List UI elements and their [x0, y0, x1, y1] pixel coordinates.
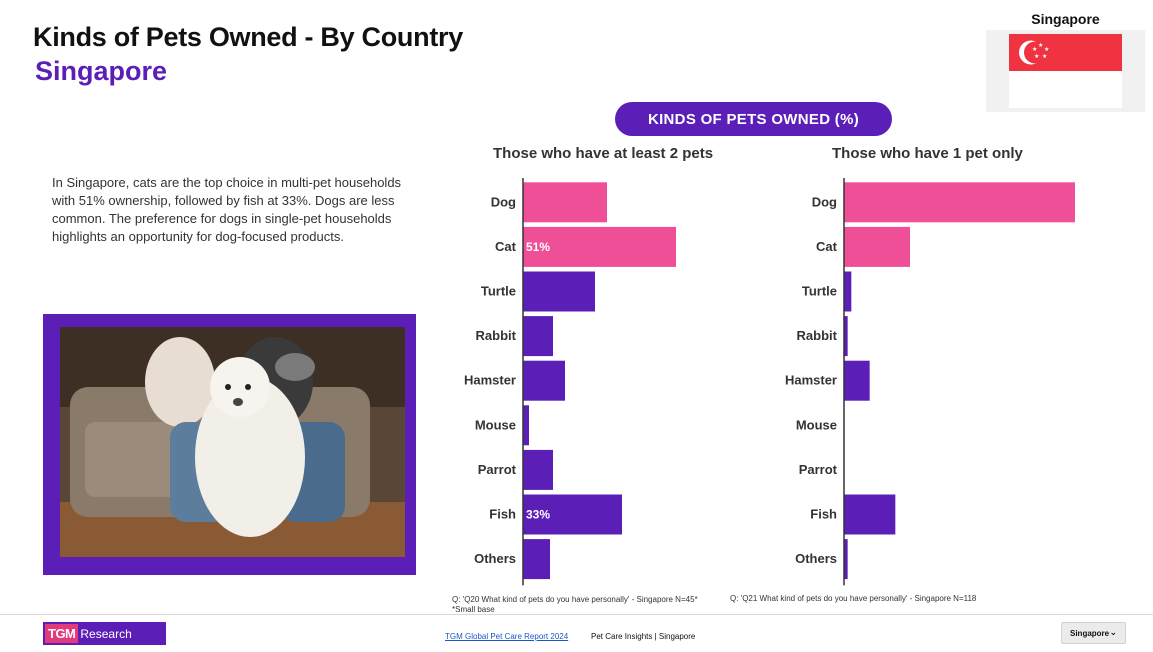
bar-mouse	[523, 405, 529, 446]
logo-research: Research	[80, 626, 132, 641]
country-select[interactable]: Singapore ⌄	[1061, 622, 1126, 644]
footer-divider	[0, 614, 1153, 615]
category-label-rabbit: Rabbit	[476, 328, 517, 343]
summary-text: In Singapore, cats are the top choice in…	[52, 175, 402, 244]
bar-others	[523, 539, 550, 580]
category-label-turtle: Turtle	[802, 284, 837, 299]
bar-cat	[844, 226, 910, 267]
couple-with-dog-photo	[60, 327, 405, 557]
bar-dog	[844, 182, 1075, 223]
category-label-others: Others	[795, 551, 837, 566]
bar-cat	[523, 226, 676, 267]
singapore-flag-icon: ★ ★ ★ ★ ★	[1009, 34, 1122, 108]
category-label-mouse: Mouse	[475, 417, 516, 432]
tgm-research-logo[interactable]: TGM Research	[43, 622, 166, 645]
bar-hamster	[844, 360, 870, 401]
data-label-cat: 51%	[526, 240, 550, 254]
data-label-fish: 33%	[526, 508, 550, 522]
page-title: Kinds of Pets Owned - By Country	[33, 22, 463, 52]
logo-tgm: TGM	[45, 624, 79, 643]
category-label-hamster: Hamster	[464, 373, 516, 388]
category-label-parrot: Parrot	[478, 462, 517, 477]
bar-rabbit	[844, 316, 848, 357]
footer-section: Pet Care Insights | Singapore	[591, 632, 696, 641]
category-label-cat: Cat	[816, 239, 838, 254]
chart-1-footnote: Q: 'Q20 What kind of pets do you have pe…	[452, 595, 698, 615]
page-subtitle: Singapore	[35, 56, 168, 86]
country-select-value: Singapore	[1070, 628, 1110, 638]
category-label-fish: Fish	[489, 507, 516, 522]
category-label-mouse: Mouse	[796, 417, 837, 432]
category-label-dog: Dog	[812, 194, 837, 209]
bar-others	[844, 539, 848, 580]
svg-text:★: ★	[1034, 53, 1039, 60]
category-label-turtle: Turtle	[481, 284, 516, 299]
chart-badge: KINDS OF PETS OWNED (%)	[615, 102, 892, 136]
bar-dog	[523, 182, 607, 223]
svg-text:★: ★	[1044, 46, 1049, 53]
bar-parrot	[523, 449, 553, 490]
chart-2-footnote: Q: 'Q21 What kind of pets do you have pe…	[730, 594, 976, 604]
chevron-down-icon: ⌄	[1109, 627, 1117, 637]
bar-fish	[523, 494, 622, 535]
bar-rabbit	[523, 316, 553, 357]
category-label-hamster: Hamster	[785, 373, 837, 388]
svg-text:★: ★	[1038, 42, 1043, 49]
chart-2: Dog Cat Turtle Rabbit Hamster Mouse Parrot Fish…	[785, 178, 1075, 586]
bar-hamster	[523, 360, 565, 401]
category-label-dog: Dog	[491, 194, 516, 209]
flag-country-label: Singapore	[1031, 11, 1100, 27]
svg-text:★: ★	[1032, 46, 1037, 53]
chart-1-title: Those who have at least 2 pets	[493, 145, 714, 162]
chart-1: Dog Cat 51% Turtle Rabbit Hamster Mouse Parrot F…	[464, 178, 676, 586]
category-label-parrot: Parrot	[799, 462, 838, 477]
svg-text:★: ★	[1042, 53, 1047, 60]
chart-2-footnote-line: Q: 'Q21 What kind of pets do you have pe…	[730, 594, 977, 603]
chart-1-footnote-small-base: *Small base	[452, 605, 495, 614]
bar-turtle	[523, 271, 595, 312]
category-label-cat: Cat	[495, 239, 517, 254]
category-label-fish: Fish	[810, 507, 837, 522]
chart-1-footnote-line: Q: 'Q20 What kind of pets do you have pe…	[452, 595, 698, 604]
bar-fish	[844, 494, 896, 535]
report-link[interactable]: TGM Global Pet Care Report 2024	[445, 632, 569, 641]
bar-turtle	[844, 271, 852, 312]
category-label-others: Others	[474, 551, 516, 566]
category-label-rabbit: Rabbit	[797, 328, 838, 343]
chart-2-title: Those who have 1 pet only	[832, 145, 1023, 162]
